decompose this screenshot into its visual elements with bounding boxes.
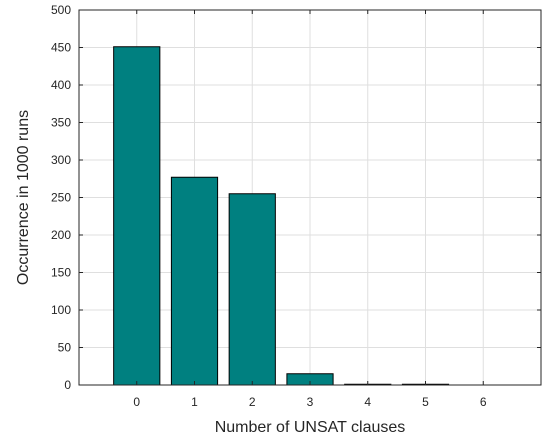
x-tick-label: 1 [191,395,198,409]
bar-0 [113,46,161,386]
y-axis-ticks: 0 50 100 150 200 250 300 350 400 450 500 [51,3,541,392]
x-tick-label: 6 [480,395,487,409]
y-tick-label: 200 [51,228,71,242]
bar-2 [228,193,276,386]
y-tick-label: 250 [51,191,71,205]
y-tick-label: 150 [51,266,71,280]
y-tick-label: 450 [51,41,71,55]
bars [113,46,450,386]
x-tick-label: 2 [249,395,256,409]
y-tick-label: 500 [51,3,71,17]
y-tick-label: 350 [51,116,71,130]
y-tick-label: 300 [51,153,71,167]
y-tick-label: 100 [51,303,71,317]
x-tick-label: 4 [364,395,371,409]
bar-1 [170,176,219,386]
x-tick-label: 5 [422,395,429,409]
y-tick-label: 400 [51,78,71,92]
x-axis-label: Number of UNSAT clauses [215,419,406,436]
x-tick-label: 3 [307,395,314,409]
y-tick-label: 50 [58,341,72,355]
x-axis-ticks: 0 1 2 3 4 5 6 [133,10,487,409]
y-axis-label: Occurrence in 1000 runs [15,110,32,285]
y-tick-label: 0 [64,378,71,392]
x-tick-label: 0 [133,395,140,409]
